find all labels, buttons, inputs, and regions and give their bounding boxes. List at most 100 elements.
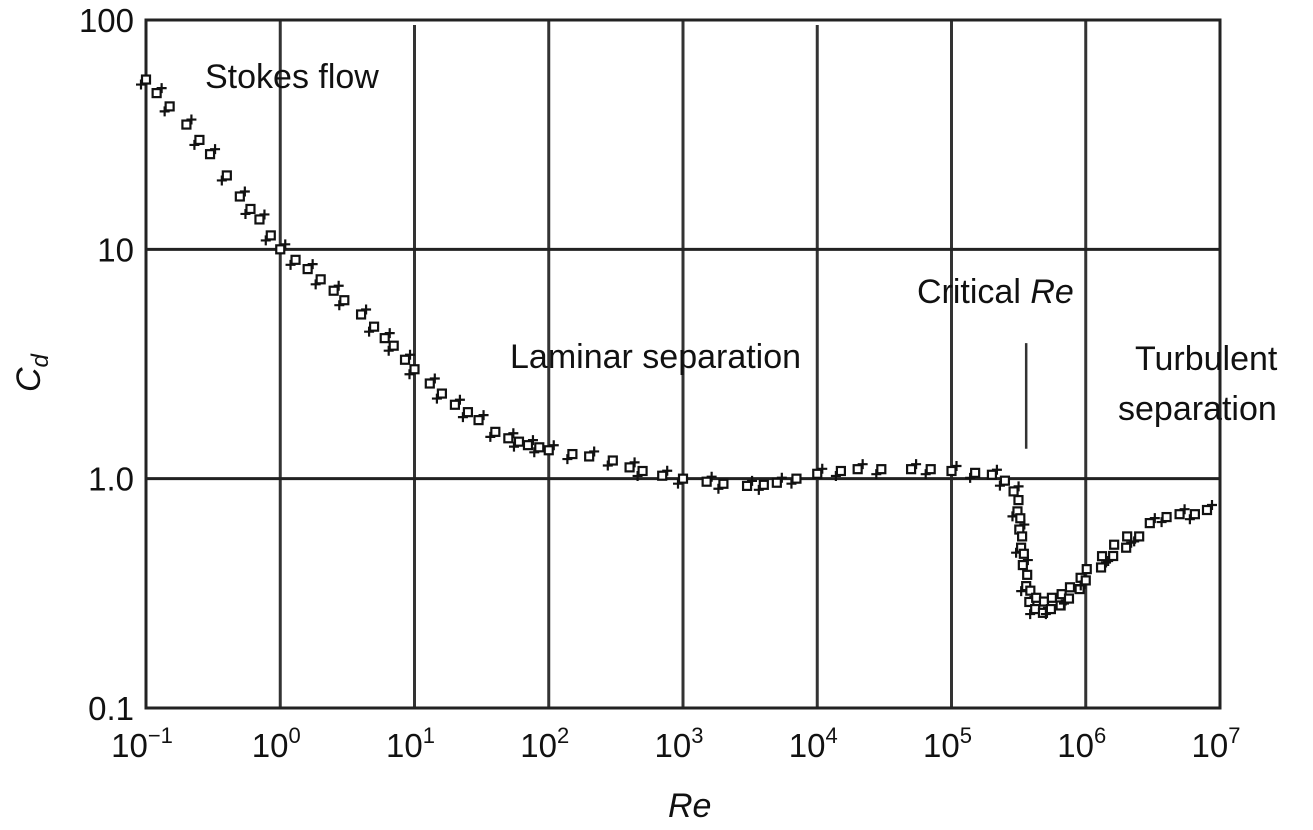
- data-point: [624, 457, 640, 473]
- annotation-critical-re: Critical Re: [917, 273, 1074, 311]
- y-tick-label: 1.0: [88, 461, 134, 498]
- data-point: [234, 186, 250, 202]
- data-point: [946, 461, 962, 477]
- x-tick-label: 10−1: [111, 723, 173, 764]
- y-axis-label-subscript: d: [27, 353, 54, 367]
- data-point: [1014, 513, 1030, 535]
- data-point: [632, 465, 648, 482]
- data-point: [240, 203, 256, 219]
- critical-re-italic: Re: [1030, 273, 1073, 311]
- y-tick-labels: 0.1 1.0 10 100: [79, 2, 134, 727]
- data-point: [457, 407, 474, 423]
- data-point: [310, 274, 326, 290]
- data-point: [275, 239, 291, 255]
- x-tick-base: 10: [111, 727, 148, 764]
- data-point: [473, 410, 489, 426]
- data-point: [181, 114, 197, 130]
- x-tick-base: 10: [923, 727, 960, 764]
- x-tick-label: 105: [923, 723, 972, 764]
- y-tick-label: 100: [79, 2, 134, 39]
- data-point: [812, 463, 828, 479]
- x-tick-label: 104: [789, 723, 838, 764]
- data-point: [1144, 513, 1160, 529]
- data-point: [753, 479, 769, 495]
- x-tick-exponent: 7: [1228, 723, 1240, 748]
- x-tick-exponent: 3: [691, 723, 703, 748]
- data-point: [584, 446, 600, 462]
- data-point: [657, 465, 673, 481]
- data-point: [431, 388, 448, 404]
- x-tick-exponent: 6: [1094, 723, 1106, 748]
- x-tick-exponent: 2: [557, 723, 569, 748]
- x-tick-base: 10: [1192, 727, 1229, 764]
- data-point: [328, 280, 344, 296]
- x-tick-base: 10: [386, 727, 423, 764]
- data-point: [771, 472, 787, 488]
- data-point: [485, 426, 501, 442]
- data-point: [905, 459, 922, 475]
- data-point: [562, 448, 578, 465]
- data-point: [994, 475, 1011, 491]
- data-point: [920, 464, 936, 480]
- data-point: [424, 373, 440, 389]
- data-point: [701, 471, 717, 487]
- x-tick-exponent: 5: [960, 723, 972, 748]
- data-point: [1103, 539, 1120, 567]
- x-tick-label: 107: [1192, 723, 1241, 764]
- data-point: [1201, 500, 1217, 516]
- grid-lines: [146, 20, 1220, 708]
- data-point: [673, 473, 689, 489]
- x-tick-exponent: −1: [148, 723, 173, 748]
- data-point: [204, 144, 221, 160]
- x-tick-label: 106: [1057, 723, 1106, 764]
- data-point: [852, 459, 868, 475]
- x-tick-labels: 10−1 100 101 102 103 104 105 106 107: [111, 723, 1240, 764]
- x-tick-label: 100: [252, 723, 301, 764]
- data-point: [449, 394, 465, 410]
- y-axis-label: Cd: [10, 353, 54, 392]
- data-point: [151, 83, 167, 99]
- data-point: [383, 340, 399, 356]
- data-point: [404, 364, 420, 380]
- x-tick-exponent: 0: [288, 723, 300, 748]
- x-tick-base: 10: [520, 727, 557, 764]
- x-tick-exponent: 1: [423, 723, 435, 748]
- data-point: [364, 321, 380, 337]
- data-point: [1017, 548, 1033, 571]
- data-point: [302, 259, 318, 275]
- data-point: [189, 134, 205, 150]
- y-axis-label-main: C: [10, 367, 48, 392]
- data-point: [786, 473, 802, 489]
- critical-re-text: Critical: [917, 273, 1030, 311]
- data-point: [543, 440, 559, 456]
- x-tick-label: 101: [386, 723, 435, 764]
- x-tick-base: 10: [789, 727, 826, 764]
- data-point: [355, 304, 372, 320]
- data-point: [285, 254, 301, 270]
- data-point: [503, 428, 519, 444]
- data-point: [159, 101, 175, 117]
- x-tick-base: 10: [655, 727, 692, 764]
- plot-frame: [144, 18, 1222, 710]
- data-point: [1129, 531, 1145, 547]
- data-points: [136, 74, 1217, 620]
- data-point: [1095, 551, 1112, 573]
- x-tick-label: 103: [655, 723, 704, 764]
- data-point: [1008, 481, 1024, 497]
- data-point: [1184, 509, 1200, 525]
- data-point: [522, 435, 538, 451]
- x-tick-base: 10: [1057, 727, 1094, 764]
- data-point: [965, 467, 981, 483]
- data-point: [254, 209, 270, 225]
- annotation-turbulent: Turbulent: [1135, 340, 1278, 378]
- data-point: [1040, 592, 1057, 620]
- data-point: [216, 170, 232, 186]
- y-tick-label: 10: [97, 231, 134, 268]
- x-tick-exponent: 4: [825, 723, 837, 748]
- data-point: [1156, 511, 1172, 528]
- data-point: [334, 295, 350, 311]
- annotation-laminar-separation: Laminar separation: [510, 338, 801, 376]
- data-point: [986, 464, 1002, 480]
- data-point: [1058, 582, 1076, 609]
